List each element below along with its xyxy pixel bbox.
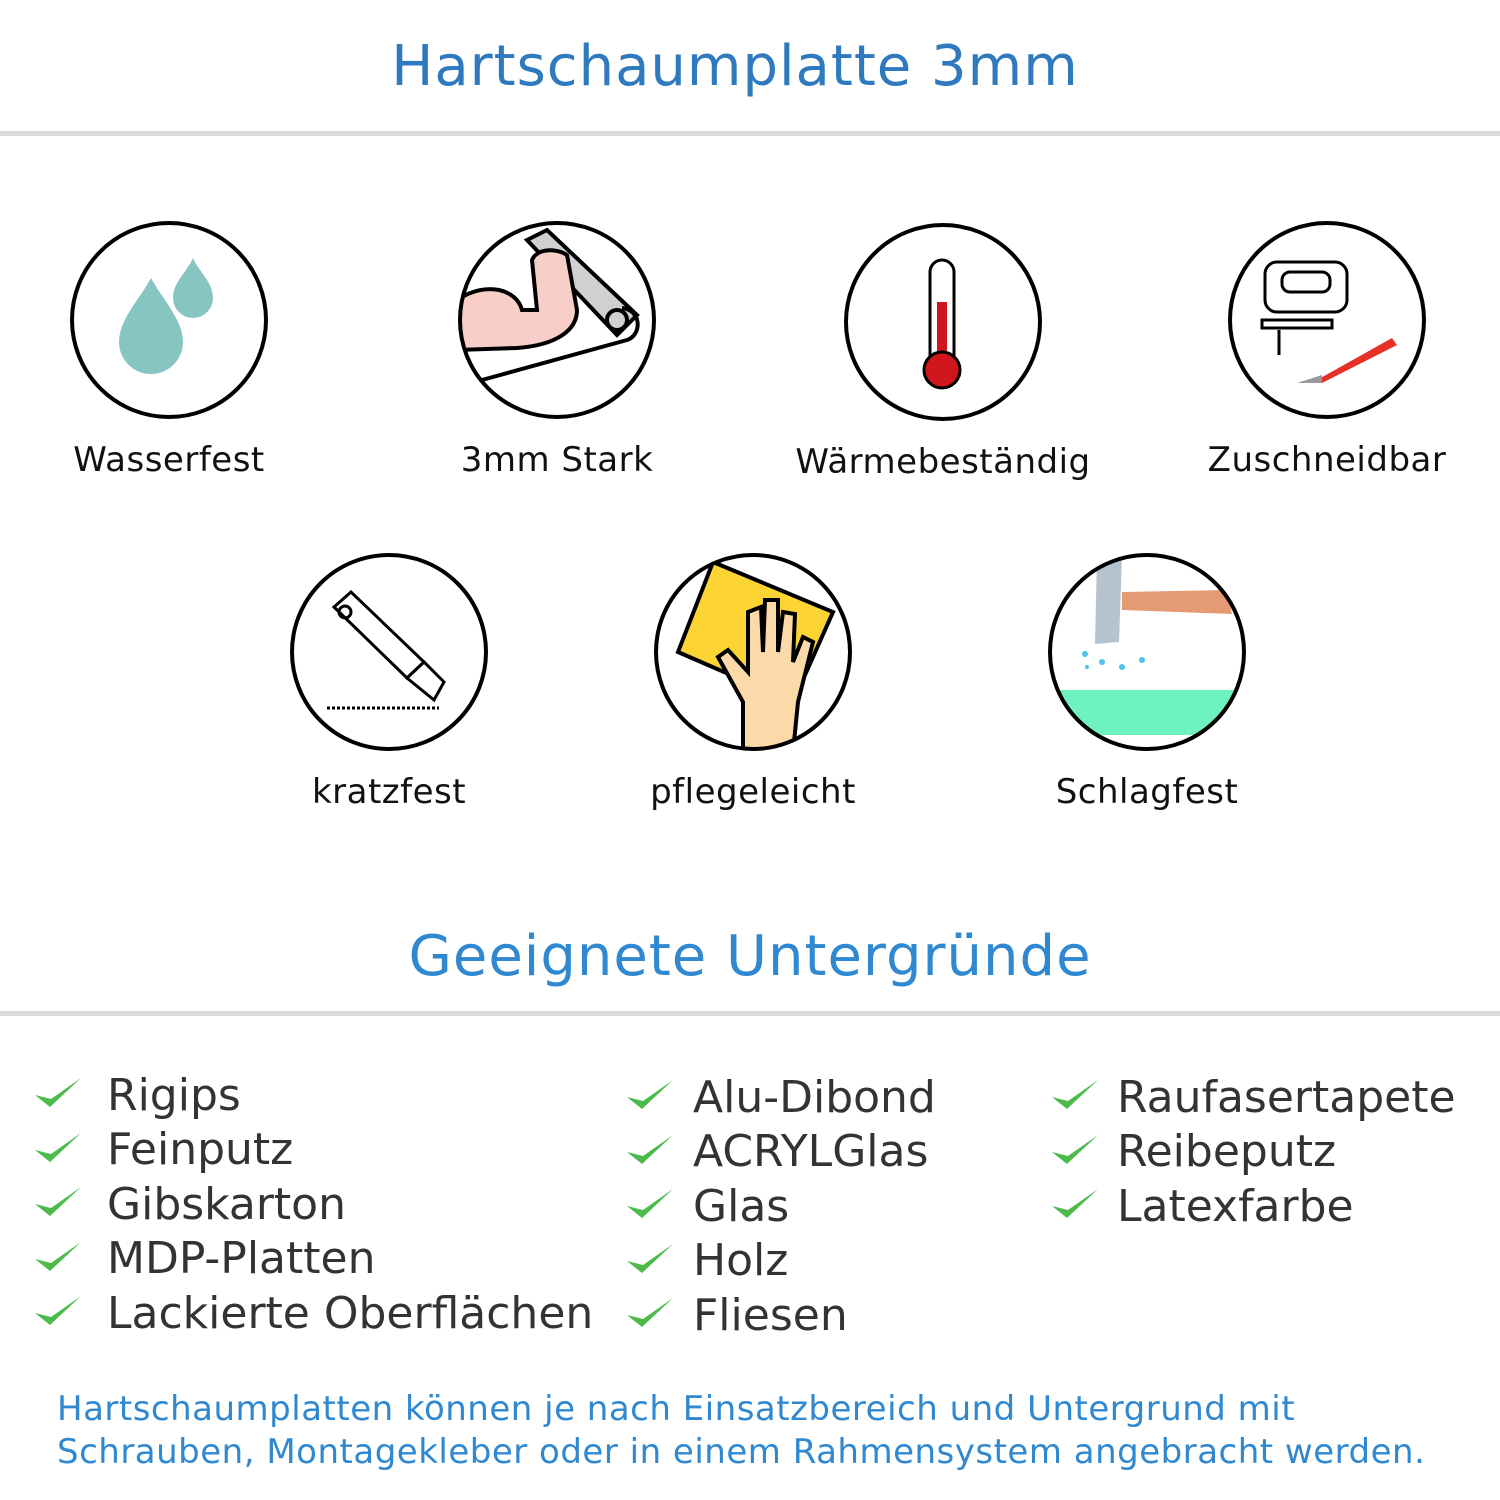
- section-title: Geeignete Untergründe: [408, 924, 1092, 989]
- list-item: Fliesen: [625, 1288, 936, 1343]
- divider: [0, 1011, 1500, 1016]
- check-icon: [627, 1134, 673, 1164]
- footer-line-1: Hartschaumplatten können je nach Einsatz…: [57, 1389, 1296, 1429]
- item-label: MDP-Platten: [107, 1233, 376, 1285]
- list-item: Feinputz: [33, 1123, 593, 1178]
- feature-label: pflegeleicht: [650, 772, 856, 812]
- feature-wasserfest: Wasserfest: [19, 220, 319, 480]
- feature-label: Wasserfest: [73, 440, 265, 480]
- item-label: Glas: [693, 1180, 790, 1232]
- list-item: Alu-Dibond: [625, 1070, 936, 1125]
- feature-label: kratzfest: [311, 772, 467, 812]
- item-label: Gibskarton: [107, 1178, 346, 1230]
- list-item: Raufasertapete: [1050, 1070, 1456, 1125]
- page-title: Hartschaumplatte 3mm: [391, 34, 1079, 99]
- hammer-icon: [1048, 553, 1246, 751]
- list-item: Holz: [625, 1234, 936, 1289]
- check-icon: [627, 1243, 673, 1273]
- feature-label: Schlagfest: [1055, 772, 1239, 812]
- list-item: Glas: [625, 1179, 936, 1234]
- item-label: Latexfarbe: [1117, 1180, 1354, 1232]
- check-icon: [35, 1132, 81, 1162]
- feature-zuschneidbar: Zuschneidbar: [1177, 220, 1477, 480]
- list-item: ACRYLGlas: [625, 1125, 936, 1180]
- check-icon: [35, 1296, 81, 1326]
- feature-label: Zuschneidbar: [1207, 440, 1447, 480]
- feature-schlagfest: Schlagfest: [997, 552, 1297, 812]
- item-label: Raufasertapete: [1117, 1071, 1456, 1123]
- feature-label: 3mm Stark: [460, 440, 654, 480]
- check-icon: [35, 1187, 81, 1217]
- check-icon: [1052, 1189, 1098, 1219]
- list-item: Lackierte Oberflächen: [33, 1286, 593, 1341]
- feature-waermebestaendig: Wärmebeständig: [793, 222, 1093, 482]
- cutter-knife-icon: [290, 553, 488, 751]
- feature-kratzfest: kratzfest: [239, 552, 539, 812]
- list-item: Reibeputz: [1050, 1125, 1456, 1180]
- feature-3mm-stark: 3mm Stark: [407, 220, 707, 480]
- thermometer-icon: [844, 223, 1042, 421]
- check-icon: [1052, 1134, 1098, 1164]
- check-icon: [627, 1298, 673, 1328]
- item-label: Alu-Dibond: [693, 1071, 936, 1123]
- item-label: Feinputz: [107, 1124, 294, 1176]
- check-icon: [627, 1080, 673, 1110]
- list-item: Gibskarton: [33, 1177, 593, 1232]
- footer-line-2: Schrauben, Montagekleber oder in einem R…: [57, 1432, 1426, 1472]
- item-label: ACRYLGlas: [693, 1126, 929, 1178]
- list-item: MDP-Platten: [33, 1232, 593, 1287]
- feature-label: Wärmebeständig: [795, 442, 1091, 482]
- check-icon: [627, 1189, 673, 1219]
- surface-list-col-2: Alu-Dibond ACRYLGlas Glas Holz Fliesen: [625, 1070, 936, 1343]
- item-label: Reibeputz: [1117, 1126, 1337, 1178]
- list-item: Rigips: [33, 1068, 593, 1123]
- divider: [0, 131, 1500, 136]
- surface-list-col-3: Raufasertapete Reibeputz Latexfarbe: [1050, 1070, 1456, 1234]
- footer-note: Hartschaumplatten können je nach Einsatz…: [57, 1388, 1425, 1474]
- jigsaw-knife-icon: [1228, 221, 1426, 419]
- feature-pflegeleicht: pflegeleicht: [603, 552, 903, 812]
- check-icon: [35, 1241, 81, 1271]
- item-label: Holz: [693, 1235, 789, 1287]
- item-label: Rigips: [107, 1069, 241, 1121]
- list-item: Latexfarbe: [1050, 1179, 1456, 1234]
- item-label: Lackierte Oberflächen: [107, 1287, 594, 1339]
- surface-list-col-1: Rigips Feinputz Gibskarton MDP-Platten L…: [33, 1068, 593, 1341]
- flexed-arm-icon: [458, 221, 656, 419]
- cleaning-hand-icon: [654, 553, 852, 751]
- item-label: Fliesen: [693, 1289, 848, 1341]
- check-icon: [35, 1078, 81, 1108]
- water-drops-icon: [70, 221, 268, 419]
- check-icon: [1052, 1080, 1098, 1110]
